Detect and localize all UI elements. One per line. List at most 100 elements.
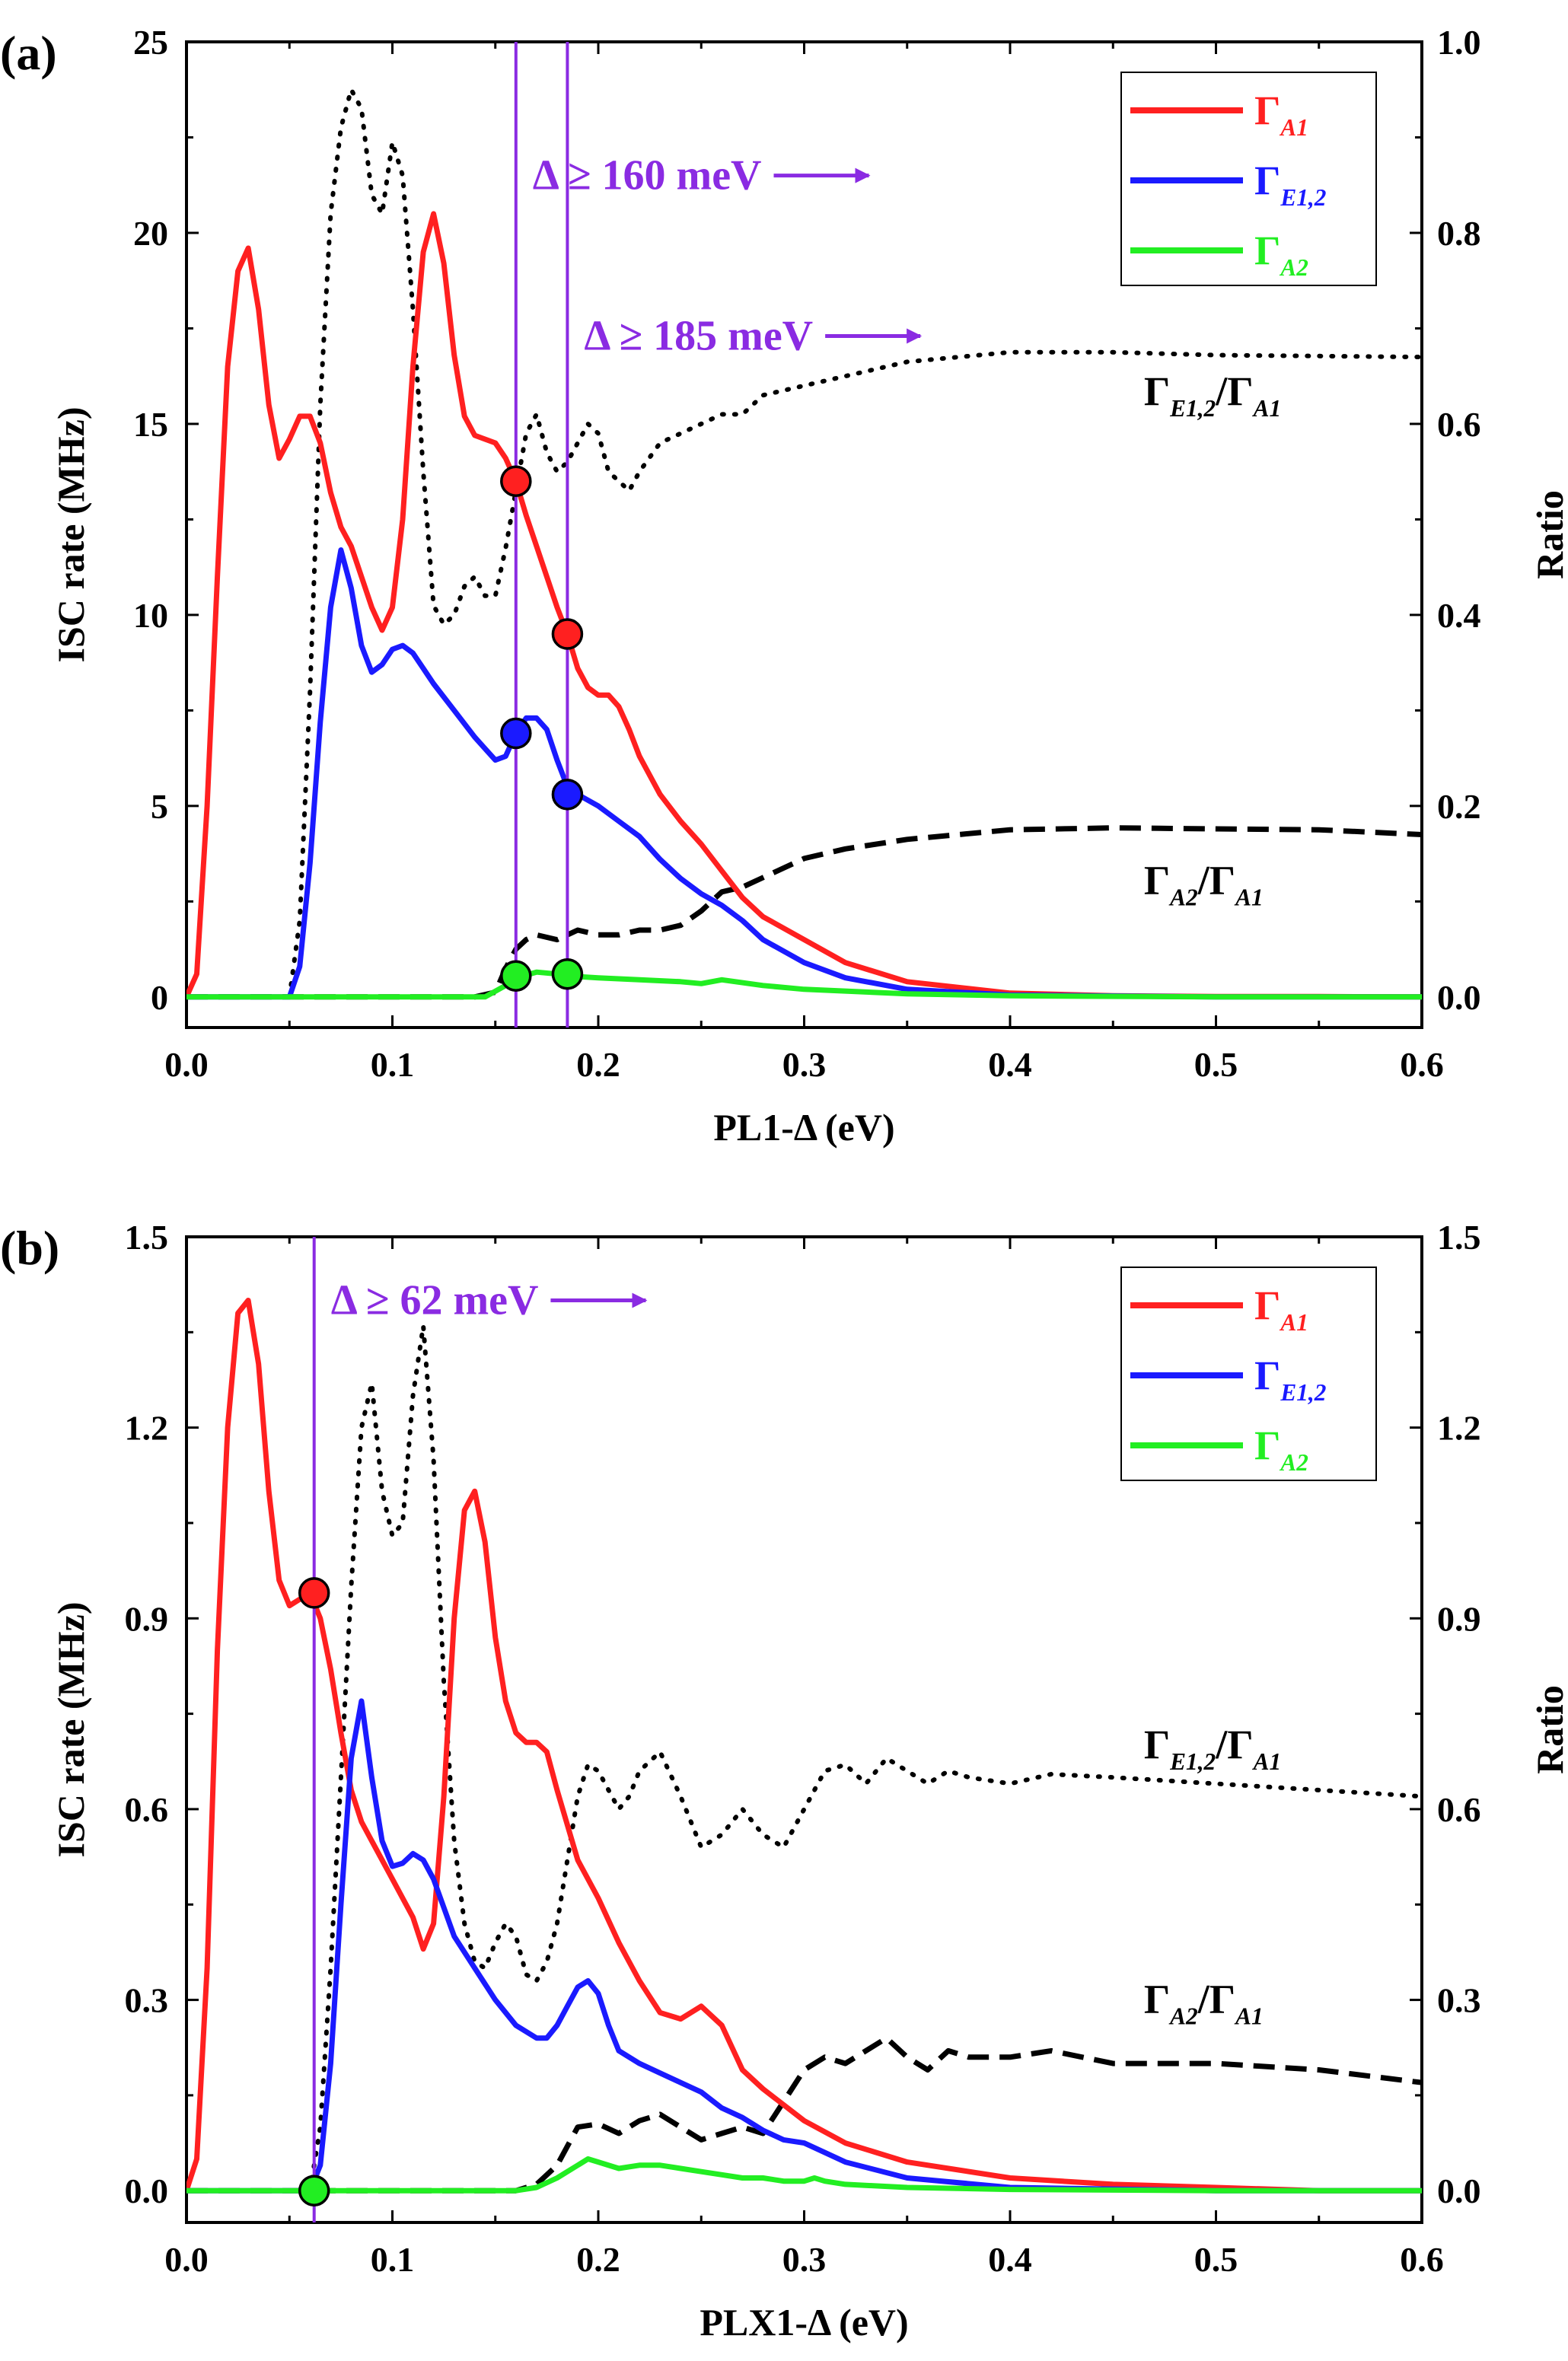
- legend-label-sub: A1: [1279, 114, 1308, 141]
- y-right-tick-label: 0.8: [1437, 214, 1481, 253]
- threshold-label: Δ ≥ 62 meV: [331, 1277, 539, 1324]
- data-point-marker: [500, 717, 532, 750]
- legend-label-sub: E1,2: [1280, 1379, 1326, 1406]
- x-tick-label: 0.3: [782, 2240, 827, 2279]
- legend-label-main: Γ: [1254, 1353, 1280, 1398]
- y-right-tick-label: 0.6: [1437, 1790, 1481, 1829]
- ratio-label-a2-ratio-main: Γ: [1144, 1976, 1170, 2022]
- y-tick-label: 20: [133, 214, 168, 253]
- y-right-tick-label: 1.5: [1437, 1218, 1481, 1257]
- legend-label: ΓA1: [1254, 88, 1308, 141]
- legend-label-main: Γ: [1254, 1423, 1280, 1468]
- x-tick-label: 0.1: [371, 2240, 415, 2279]
- series--e1-2-line: [186, 1698, 1422, 2194]
- series--a2-a1-ratio: [186, 2035, 1422, 2194]
- y-right-tick-label: 0.4: [1437, 596, 1481, 635]
- series--a2-a1-ratio: [186, 825, 1422, 1000]
- x-tick-label: 0.5: [1194, 1045, 1238, 1084]
- x-tick-label: 0.2: [576, 2240, 620, 2279]
- legend-label-main: Γ: [1254, 88, 1280, 133]
- y-right-tick-label: 0.3: [1437, 1981, 1481, 2020]
- x-tick-label: 0.0: [164, 2240, 209, 2279]
- ratio-label-e-ratio-sub: E1,2: [1169, 1748, 1216, 1775]
- x-tick-label: 0.6: [1400, 2240, 1444, 2279]
- legend-label: ΓE1,2: [1254, 158, 1326, 211]
- y-right-tick-label: 0.6: [1437, 405, 1481, 444]
- x-tick-label: 0.3: [782, 1045, 827, 1084]
- y-tick-label: 0.9: [125, 1599, 169, 1638]
- ratio-label-e-ratio: ΓE1,2/ΓA1: [1144, 1722, 1281, 1775]
- series--e1-2-a1-ratio: [287, 87, 1422, 999]
- data-point-marker: [298, 1577, 330, 1609]
- panel-label: (b): [0, 1221, 59, 1275]
- y-right-tick-label: 0.0: [1437, 2171, 1481, 2210]
- ratio-label-e-ratio-sub: E1,2: [1169, 395, 1216, 422]
- data-point-marker: [551, 957, 584, 990]
- legend-label: ΓA1: [1254, 1282, 1308, 1336]
- legend-label: ΓA2: [1254, 1423, 1308, 1476]
- series--a1-line: [186, 1298, 1422, 2194]
- x-tick-label: 0.2: [576, 1045, 620, 1084]
- x-tick-label: 0.6: [1400, 1045, 1444, 1084]
- panel-b-chart: 0.0 0.1 0.2 0.3 0.4 0.5 0.6 0.0 0.3 0.6 0.9 1.2 1.5 0…: [0, 1218, 1568, 2343]
- ratio-label-a2-ratio-sub2: A1: [1234, 884, 1264, 910]
- y-right-axis-label: Ratio: [1528, 490, 1568, 579]
- legend-label-sub: E1,2: [1280, 184, 1326, 211]
- legend-label-main: Γ: [1254, 158, 1280, 203]
- ratio-label-a2-ratio-main2: Γ: [1209, 857, 1235, 903]
- y-tick-label: 10: [133, 596, 168, 635]
- threshold-label: Δ ≥ 185 meV: [584, 312, 813, 359]
- data-point-marker: [551, 618, 584, 650]
- ratio-label-e-ratio-sub2: A1: [1252, 1748, 1282, 1775]
- data-point-marker: [298, 2175, 330, 2206]
- y-tick-label: 0.3: [125, 1981, 169, 2020]
- legend-label: ΓE1,2: [1254, 1353, 1326, 1406]
- plot-area: [186, 1298, 1422, 2194]
- series--a1-line: [186, 211, 1422, 1000]
- ratio-label-e-ratio-slash: /: [1215, 368, 1228, 414]
- data-point-marker: [500, 960, 532, 992]
- y-tick-label: 1.2: [125, 1409, 169, 1448]
- panel-label: (a): [0, 26, 57, 80]
- y-right-tick-label: 1.2: [1437, 1409, 1481, 1448]
- ratio-label-a2-ratio-main2: Γ: [1209, 1976, 1235, 2022]
- ratio-label-e-ratio-main: Γ: [1144, 1722, 1170, 1767]
- x-tick-label: 0.4: [988, 1045, 1032, 1084]
- legend-label-sub: A2: [1279, 254, 1308, 281]
- series--e1-2-line: [186, 547, 1422, 1000]
- y-tick-label: 0.0: [125, 2171, 169, 2210]
- ratio-label-e-ratio-main2: Γ: [1227, 368, 1253, 414]
- y-tick-label: 1.5: [125, 1218, 169, 1257]
- data-point-marker: [551, 779, 584, 811]
- panel-a-chart: 0.0 0.1 0.2 0.3 0.4 0.5 0.6 0 5 10 15 20 25 0.0 0.2 0.4…: [0, 23, 1568, 1149]
- legend-label-sub: A1: [1279, 1309, 1308, 1336]
- x-tick-label: 0.4: [988, 2240, 1032, 2279]
- y-axis-label: ISC rate (MHz): [49, 1602, 92, 1858]
- ratio-label-a2-ratio: ΓA2/ΓA1: [1144, 1976, 1264, 2029]
- y-axis-label: ISC rate (MHz): [49, 407, 92, 663]
- series--e1-2-a1-ratio: [308, 1324, 1422, 2194]
- ratio-label-a2-ratio-sub: A2: [1168, 884, 1198, 910]
- x-tick-label: 0.1: [371, 1045, 415, 1084]
- y-right-tick-label: 0.2: [1437, 787, 1481, 826]
- ratio-label-e-ratio-main: Γ: [1144, 368, 1170, 414]
- ratio-label-a2-ratio-slash: /: [1197, 1976, 1210, 2022]
- threshold-label: Δ ≥ 160 meV: [533, 152, 762, 199]
- legend-label-sub: A2: [1279, 1449, 1308, 1476]
- series--a2-line: [186, 969, 1422, 1000]
- y-tick-label: 15: [133, 405, 168, 444]
- ratio-label-e-ratio: ΓE1,2/ΓA1: [1144, 368, 1281, 422]
- ratio-label-a2-ratio: ΓA2/ΓA1: [1144, 857, 1264, 910]
- series--a2-line: [186, 2156, 1422, 2194]
- y-tick-label: 0.6: [125, 1790, 169, 1829]
- y-tick-label: 5: [151, 787, 168, 826]
- x-axis-label: PLX1-Δ (eV): [700, 2301, 908, 2343]
- legend-label-main: Γ: [1254, 1282, 1280, 1328]
- data-point-marker: [500, 465, 532, 497]
- y-tick-label: 0: [151, 978, 168, 1017]
- ratio-label-a2-ratio-main: Γ: [1144, 857, 1170, 903]
- y-right-tick-label: 0.9: [1437, 1599, 1481, 1638]
